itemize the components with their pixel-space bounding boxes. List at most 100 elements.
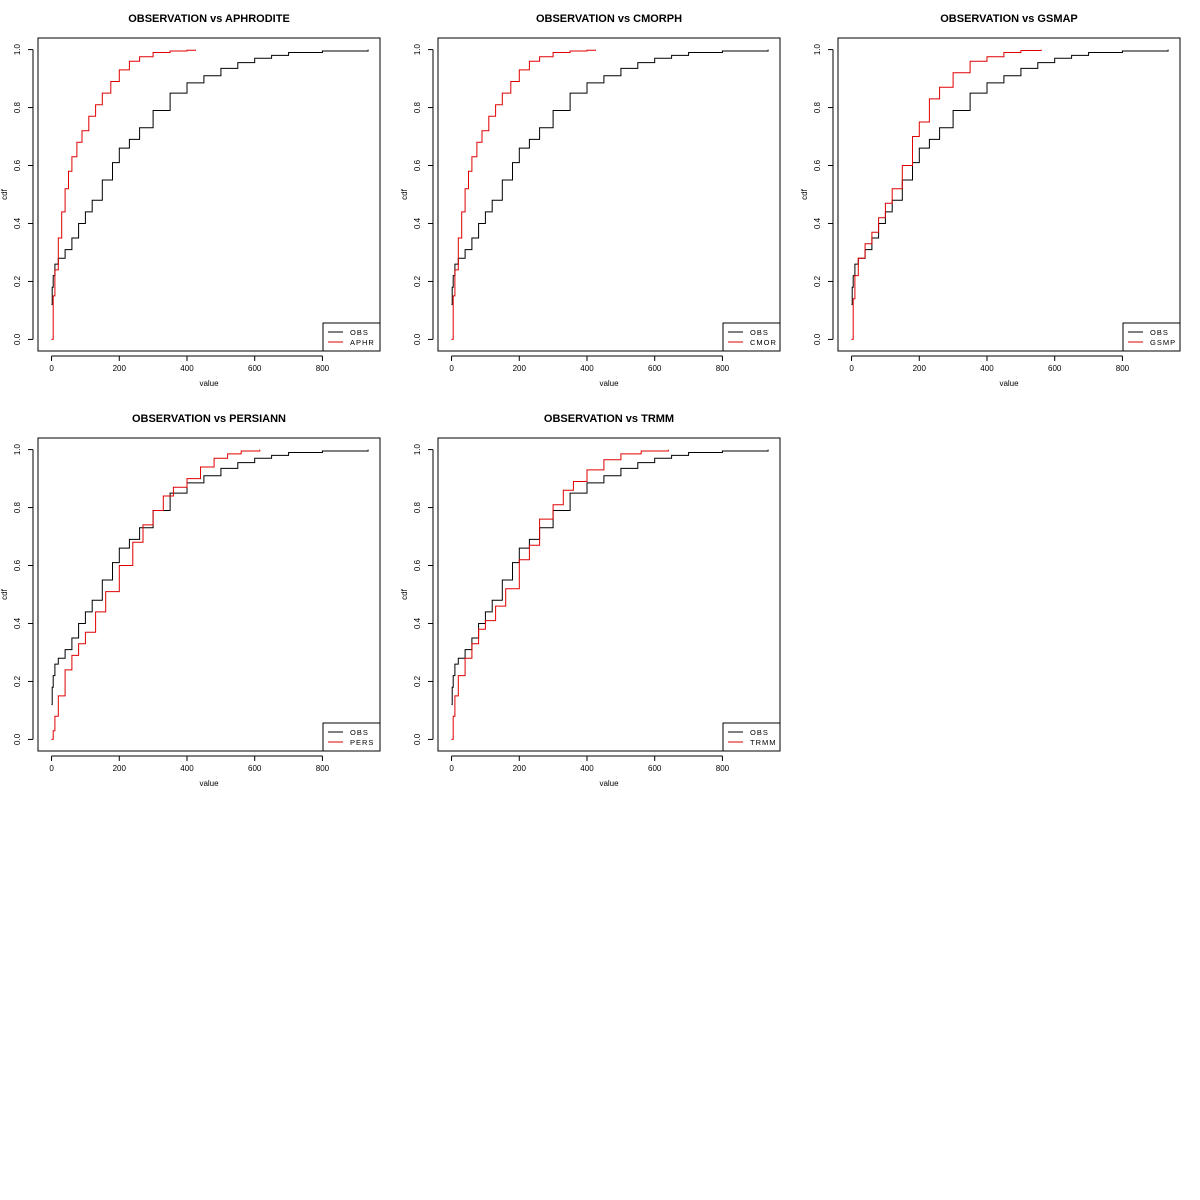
x-tick-label: 200 (513, 764, 527, 773)
chart-panel-4: OBSERVATION vs PERSIANN 0 200 400 600 800 0.0 0… (0, 413, 381, 788)
x-tick-label: 0 (49, 764, 54, 773)
x-tick-label: 200 (513, 364, 527, 373)
series-line-gsmp (851, 49, 1042, 340)
chart-title: OBSERVATION vs APHRODITE (128, 13, 290, 25)
x-tick-label: 600 (648, 764, 662, 773)
plot-frame (37, 437, 381, 752)
y-tick-label: 0.4 (413, 217, 422, 229)
y-tick-label: 0.8 (13, 501, 22, 513)
y-tick-label: 0.0 (13, 733, 22, 745)
chart-panel-2: OBSERVATION vs CMORPH 0 200 400 600 800 0.0 0.2… (400, 13, 781, 388)
y-tick-label: 0.8 (413, 501, 422, 513)
chart-panel-5: OBSERVATION vs TRMM 0 200 400 600 800 0.0 0.2 0.… (400, 413, 781, 788)
y-tick-label: 0.2 (13, 275, 22, 287)
legend-box (322, 722, 381, 752)
y-tick-label: 0.2 (413, 675, 422, 687)
legend-label: OBS (1150, 328, 1169, 337)
y-tick-label: 0.4 (13, 217, 22, 229)
series-line-obs (451, 49, 769, 306)
y-tick-label: 0.8 (13, 101, 22, 113)
y-tick-label: 0.6 (413, 159, 422, 171)
x-tick-label: 200 (113, 364, 127, 373)
plot-frame (837, 37, 1181, 352)
chart-title: OBSERVATION vs GSMAP (940, 13, 1078, 25)
legend-label: GSMP (1150, 338, 1176, 347)
legend-label: OBS (350, 328, 369, 337)
series-line-obs (851, 49, 1169, 306)
y-tick-label: 0.6 (413, 559, 422, 571)
x-axis-label: value (199, 779, 219, 788)
legend-label: CMOR (750, 338, 777, 347)
chart-panel-1: OBSERVATION vs APHRODITE 0 200 400 600 800 0.0… (0, 13, 381, 388)
series-line-aphr (51, 49, 196, 340)
x-tick-label: 800 (716, 364, 730, 373)
y-tick-label: 0.0 (13, 333, 22, 345)
y-axis-label: cdf (0, 588, 9, 599)
plot-frame (437, 37, 781, 352)
y-axis-label: cdf (400, 188, 409, 199)
y-tick-label: 1.0 (413, 443, 422, 455)
y-tick-label: 0.0 (813, 333, 822, 345)
y-tick-label: 0.0 (413, 733, 422, 745)
legend-label: PERS (350, 738, 374, 747)
x-tick-label: 800 (316, 764, 330, 773)
chart-title: OBSERVATION vs PERSIANN (132, 413, 286, 425)
x-tick-label: 600 (1048, 364, 1062, 373)
x-tick-label: 600 (248, 764, 262, 773)
y-tick-label: 0.0 (413, 333, 422, 345)
x-tick-label: 0 (49, 364, 54, 373)
y-tick-label: 1.0 (13, 443, 22, 455)
x-tick-label: 800 (1116, 364, 1130, 373)
legend-label: OBS (750, 728, 769, 737)
legend-label: APHR (350, 338, 375, 347)
chart-title: OBSERVATION vs CMORPH (536, 13, 682, 25)
x-tick-label: 600 (248, 364, 262, 373)
series-line-cmor (451, 49, 596, 340)
x-tick-label: 800 (316, 364, 330, 373)
x-tick-label: 400 (580, 764, 594, 773)
x-tick-label: 400 (980, 364, 994, 373)
x-tick-label: 400 (180, 364, 194, 373)
y-tick-label: 0.4 (813, 217, 822, 229)
x-tick-label: 600 (648, 364, 662, 373)
legend-box (322, 322, 381, 352)
series-line-pers (51, 449, 261, 740)
legend-box (722, 722, 781, 752)
legend-label: TRMM (750, 738, 777, 747)
y-tick-label: 0.4 (13, 617, 22, 629)
y-tick-label: 0.2 (413, 275, 422, 287)
y-tick-label: 0.8 (813, 101, 822, 113)
y-tick-label: 1.0 (813, 43, 822, 55)
x-tick-label: 800 (716, 764, 730, 773)
series-line-obs (51, 49, 369, 306)
plot-frame (37, 37, 381, 352)
x-axis-label: value (199, 379, 219, 388)
series-line-trmm (451, 449, 669, 740)
x-tick-label: 200 (113, 764, 127, 773)
y-axis-label: cdf (0, 188, 9, 199)
series-line-obs (451, 449, 769, 706)
y-tick-label: 0.8 (413, 101, 422, 113)
legend-box (722, 322, 781, 352)
y-axis-label: cdf (400, 588, 409, 599)
legend-box (1122, 322, 1181, 352)
y-axis-label: cdf (800, 188, 809, 199)
x-tick-label: 400 (180, 764, 194, 773)
x-tick-label: 0 (449, 764, 454, 773)
x-tick-label: 400 (580, 364, 594, 373)
chart-title: OBSERVATION vs TRMM (544, 413, 674, 425)
y-tick-label: 0.6 (13, 159, 22, 171)
y-tick-label: 0.6 (13, 559, 22, 571)
y-tick-label: 0.4 (413, 617, 422, 629)
x-axis-label: value (599, 379, 619, 388)
y-tick-label: 0.2 (813, 275, 822, 287)
x-tick-label: 0 (849, 364, 854, 373)
x-tick-label: 0 (449, 364, 454, 373)
plot-frame (437, 437, 781, 752)
y-tick-label: 0.2 (13, 675, 22, 687)
